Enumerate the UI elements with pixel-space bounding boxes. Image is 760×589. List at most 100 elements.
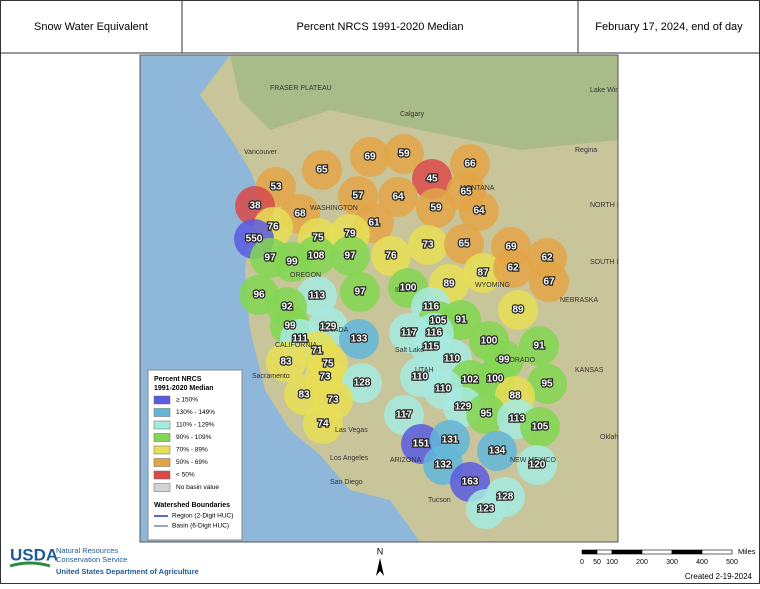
basin-value: 76: [385, 251, 397, 262]
basin-value: 65: [316, 165, 328, 176]
basin-value: 71: [311, 346, 323, 357]
legend-swatch: [153, 433, 171, 442]
scale-segment: [641, 549, 673, 555]
basin-value: 99: [286, 257, 298, 268]
basin-value: 100: [487, 374, 504, 385]
place-label: SOUTH DAKOTA: [590, 259, 645, 266]
basin-area: [330, 236, 370, 276]
basin-value: 97: [354, 287, 366, 298]
place-label: NORTH DAKOTA: [590, 202, 645, 209]
basin-value: 74: [317, 419, 329, 430]
scale-segment: [701, 549, 733, 555]
basin-area: [444, 224, 484, 264]
basin-value: 59: [398, 149, 410, 160]
legend-label: No basin value: [176, 484, 219, 491]
basin-area: [378, 177, 418, 217]
basin-area: [339, 319, 379, 359]
north-arrow: [376, 558, 384, 576]
basin-value: 117: [396, 410, 413, 421]
basin-value: 108: [308, 251, 325, 262]
header-center: Percent NRCS 1991-2020 Median: [297, 21, 464, 33]
north-label: N: [377, 546, 384, 556]
agency: Conservation Service: [56, 555, 127, 564]
place-label: Vancouver: [244, 149, 278, 156]
basin-value: 96: [253, 290, 265, 301]
land-north: [230, 55, 618, 150]
basin-area: [297, 276, 337, 316]
basin-value: 61: [368, 218, 380, 229]
basin-value: 95: [480, 409, 492, 420]
basin-area: [529, 262, 569, 302]
place-label: WASHINGTON: [310, 205, 358, 212]
scale-tick: 200: [636, 559, 648, 566]
map-border: [139, 54, 619, 543]
basin-value: 69: [505, 242, 517, 253]
scale-segment: [671, 549, 703, 555]
basin-value: 79: [344, 229, 356, 240]
scale-tick: 300: [666, 559, 678, 566]
agency: Natural Resources: [56, 546, 118, 555]
scale-tick: 0: [580, 559, 584, 566]
basin-value: 102: [462, 375, 479, 386]
basin-area: [350, 137, 390, 177]
basin-value: 113: [509, 414, 526, 425]
basin-value: 62: [507, 263, 519, 274]
basin-value: 66: [464, 159, 476, 170]
place-label: San Diego: [330, 479, 363, 486]
basin-value: 95: [541, 379, 553, 390]
basin-value: 75: [322, 359, 334, 370]
legend-swatch: [153, 470, 171, 480]
legend-label: 50% - 69%: [176, 459, 208, 466]
place-label: UTAH: [415, 367, 434, 374]
basin-value: 132: [435, 460, 452, 471]
legend-title: 1991-2020 Median: [154, 385, 214, 392]
scale-segment: [596, 549, 613, 555]
basin-area: [466, 394, 506, 434]
basin-value: 117: [401, 328, 418, 339]
basin-area: [527, 364, 567, 404]
usda-logo: USDA: [10, 545, 58, 564]
basin-value: 151: [413, 439, 430, 450]
header-right: February 17, 2024, end of day: [595, 21, 743, 33]
legend-swatch: [153, 445, 171, 455]
basin-value: 99: [498, 355, 510, 366]
place-label: Las Vegas: [335, 427, 368, 434]
basin-value: 115: [423, 342, 440, 353]
basin-area: [463, 253, 503, 293]
basin-value: 131: [442, 435, 459, 446]
basin-value: 69: [364, 152, 376, 163]
basin-value: 53: [270, 182, 282, 193]
legend-label: Basin (6-Digit HUC): [172, 523, 229, 530]
legend-swatch: [153, 420, 171, 430]
basin-value: 129: [320, 322, 337, 333]
basin-value: 38: [249, 201, 261, 212]
basin-value: 134: [489, 446, 506, 457]
basin-value: 89: [443, 279, 455, 290]
basin-value: 129: [455, 402, 472, 413]
basin-area: [384, 134, 424, 174]
legend-label: < 50%: [176, 472, 195, 479]
basin-value: 65: [458, 239, 470, 250]
place-label: KANSAS: [575, 367, 604, 374]
basin-value: 67: [543, 277, 555, 288]
basin-area: [459, 191, 499, 231]
place-label: IDAHO: [395, 287, 418, 294]
basin-value: 87: [477, 268, 489, 279]
basin-area: [416, 188, 456, 228]
legend-label: 70% - 89%: [176, 447, 208, 454]
scale-tick: 400: [696, 559, 708, 566]
basin-area: [296, 236, 336, 276]
basin-value: 57: [352, 191, 364, 202]
legend-label: Region (2-Digit HUC): [172, 513, 233, 520]
department: United States Department of Agriculture: [56, 567, 199, 576]
basin-value: 120: [529, 460, 546, 471]
basin-area: [408, 225, 448, 265]
basin-value: 89: [512, 305, 524, 316]
legend-label: 90% - 109%: [176, 434, 212, 441]
basin-value: 92: [281, 302, 293, 313]
basin-area: [493, 248, 533, 288]
basin-area: [520, 407, 560, 447]
place-label: FRASER PLATEAU: [270, 85, 332, 92]
place-label: COLORADO: [495, 357, 536, 364]
